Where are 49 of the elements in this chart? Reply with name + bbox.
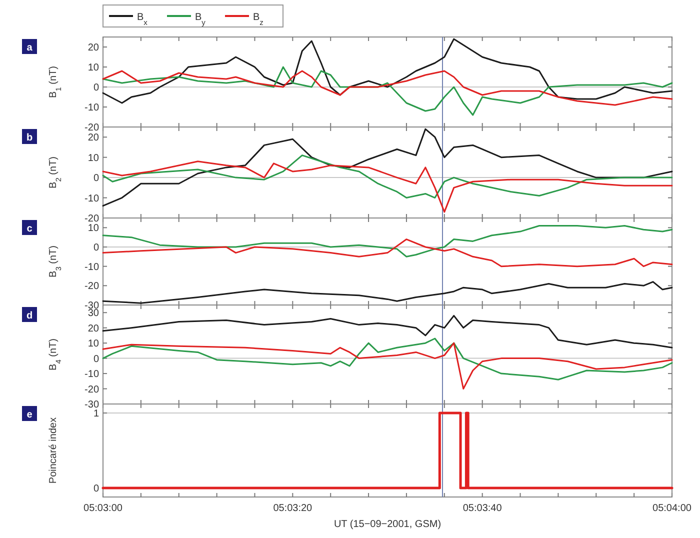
y-tick-label: -20 — [84, 214, 100, 224]
y-tick-label: -20 — [84, 122, 100, 134]
text: c — [26, 224, 33, 234]
y-tick-label: 0 — [93, 242, 100, 254]
line-series — [102, 128, 673, 207]
x-tick-label: 05:04:00 — [652, 503, 692, 514]
y-tick-label: -10 — [84, 193, 100, 204]
y-tick-label: 0 — [93, 82, 100, 94]
text: a — [26, 42, 33, 54]
y-tick-label: 10 — [88, 223, 100, 234]
line-series — [102, 38, 673, 104]
x-axis-title: UT (15−09−2001, GSM) — [334, 519, 442, 530]
y-tick-label: 0 — [93, 354, 100, 365]
line-series — [102, 238, 673, 268]
line-series — [102, 70, 673, 106]
x-tick-label: 05:03:00 — [84, 503, 123, 514]
y-tick-label: 0 — [93, 484, 100, 494]
y-tick-label: -10 — [84, 262, 100, 273]
y-tick-label: 1 — [93, 408, 100, 420]
y-tick-label: 30 — [88, 308, 100, 320]
text: d — [26, 310, 33, 322]
line-series — [102, 338, 673, 380]
line-series — [102, 66, 673, 116]
legend-label: B$_{x}$ — [137, 12, 148, 26]
y-tick-label: 20 — [88, 132, 100, 144]
y-tick-label: -20 — [84, 281, 100, 292]
y-tick-label: 10 — [88, 152, 100, 164]
text: e — [26, 410, 33, 420]
line-series — [102, 281, 673, 304]
y-tick-label: -20 — [84, 384, 100, 396]
line-series — [102, 154, 673, 199]
line-series — [102, 224, 673, 258]
x-tick-label: 05:03:40 — [462, 503, 502, 514]
line-series — [102, 314, 673, 348]
y-tick-label: -10 — [84, 369, 100, 380]
y-axis-title: Poincaré index — [48, 417, 59, 484]
y-tick-label: 10 — [88, 338, 100, 350]
y-tick-label: 20 — [88, 42, 100, 54]
y-tick-label: 0 — [93, 173, 100, 184]
legend-label: B$_{z}$ — [253, 12, 264, 26]
text: b — [26, 132, 33, 144]
y-tick-label: 10 — [88, 62, 100, 74]
y-tick-label: -30 — [84, 400, 100, 410]
y-tick-label: 20 — [88, 323, 100, 334]
legend-label: B$_{y}$ — [195, 12, 206, 26]
line-series — [102, 342, 673, 390]
x-tick-label: 05:03:20 — [273, 503, 313, 514]
y-tick-label: -10 — [84, 102, 100, 114]
line-series — [102, 160, 673, 213]
